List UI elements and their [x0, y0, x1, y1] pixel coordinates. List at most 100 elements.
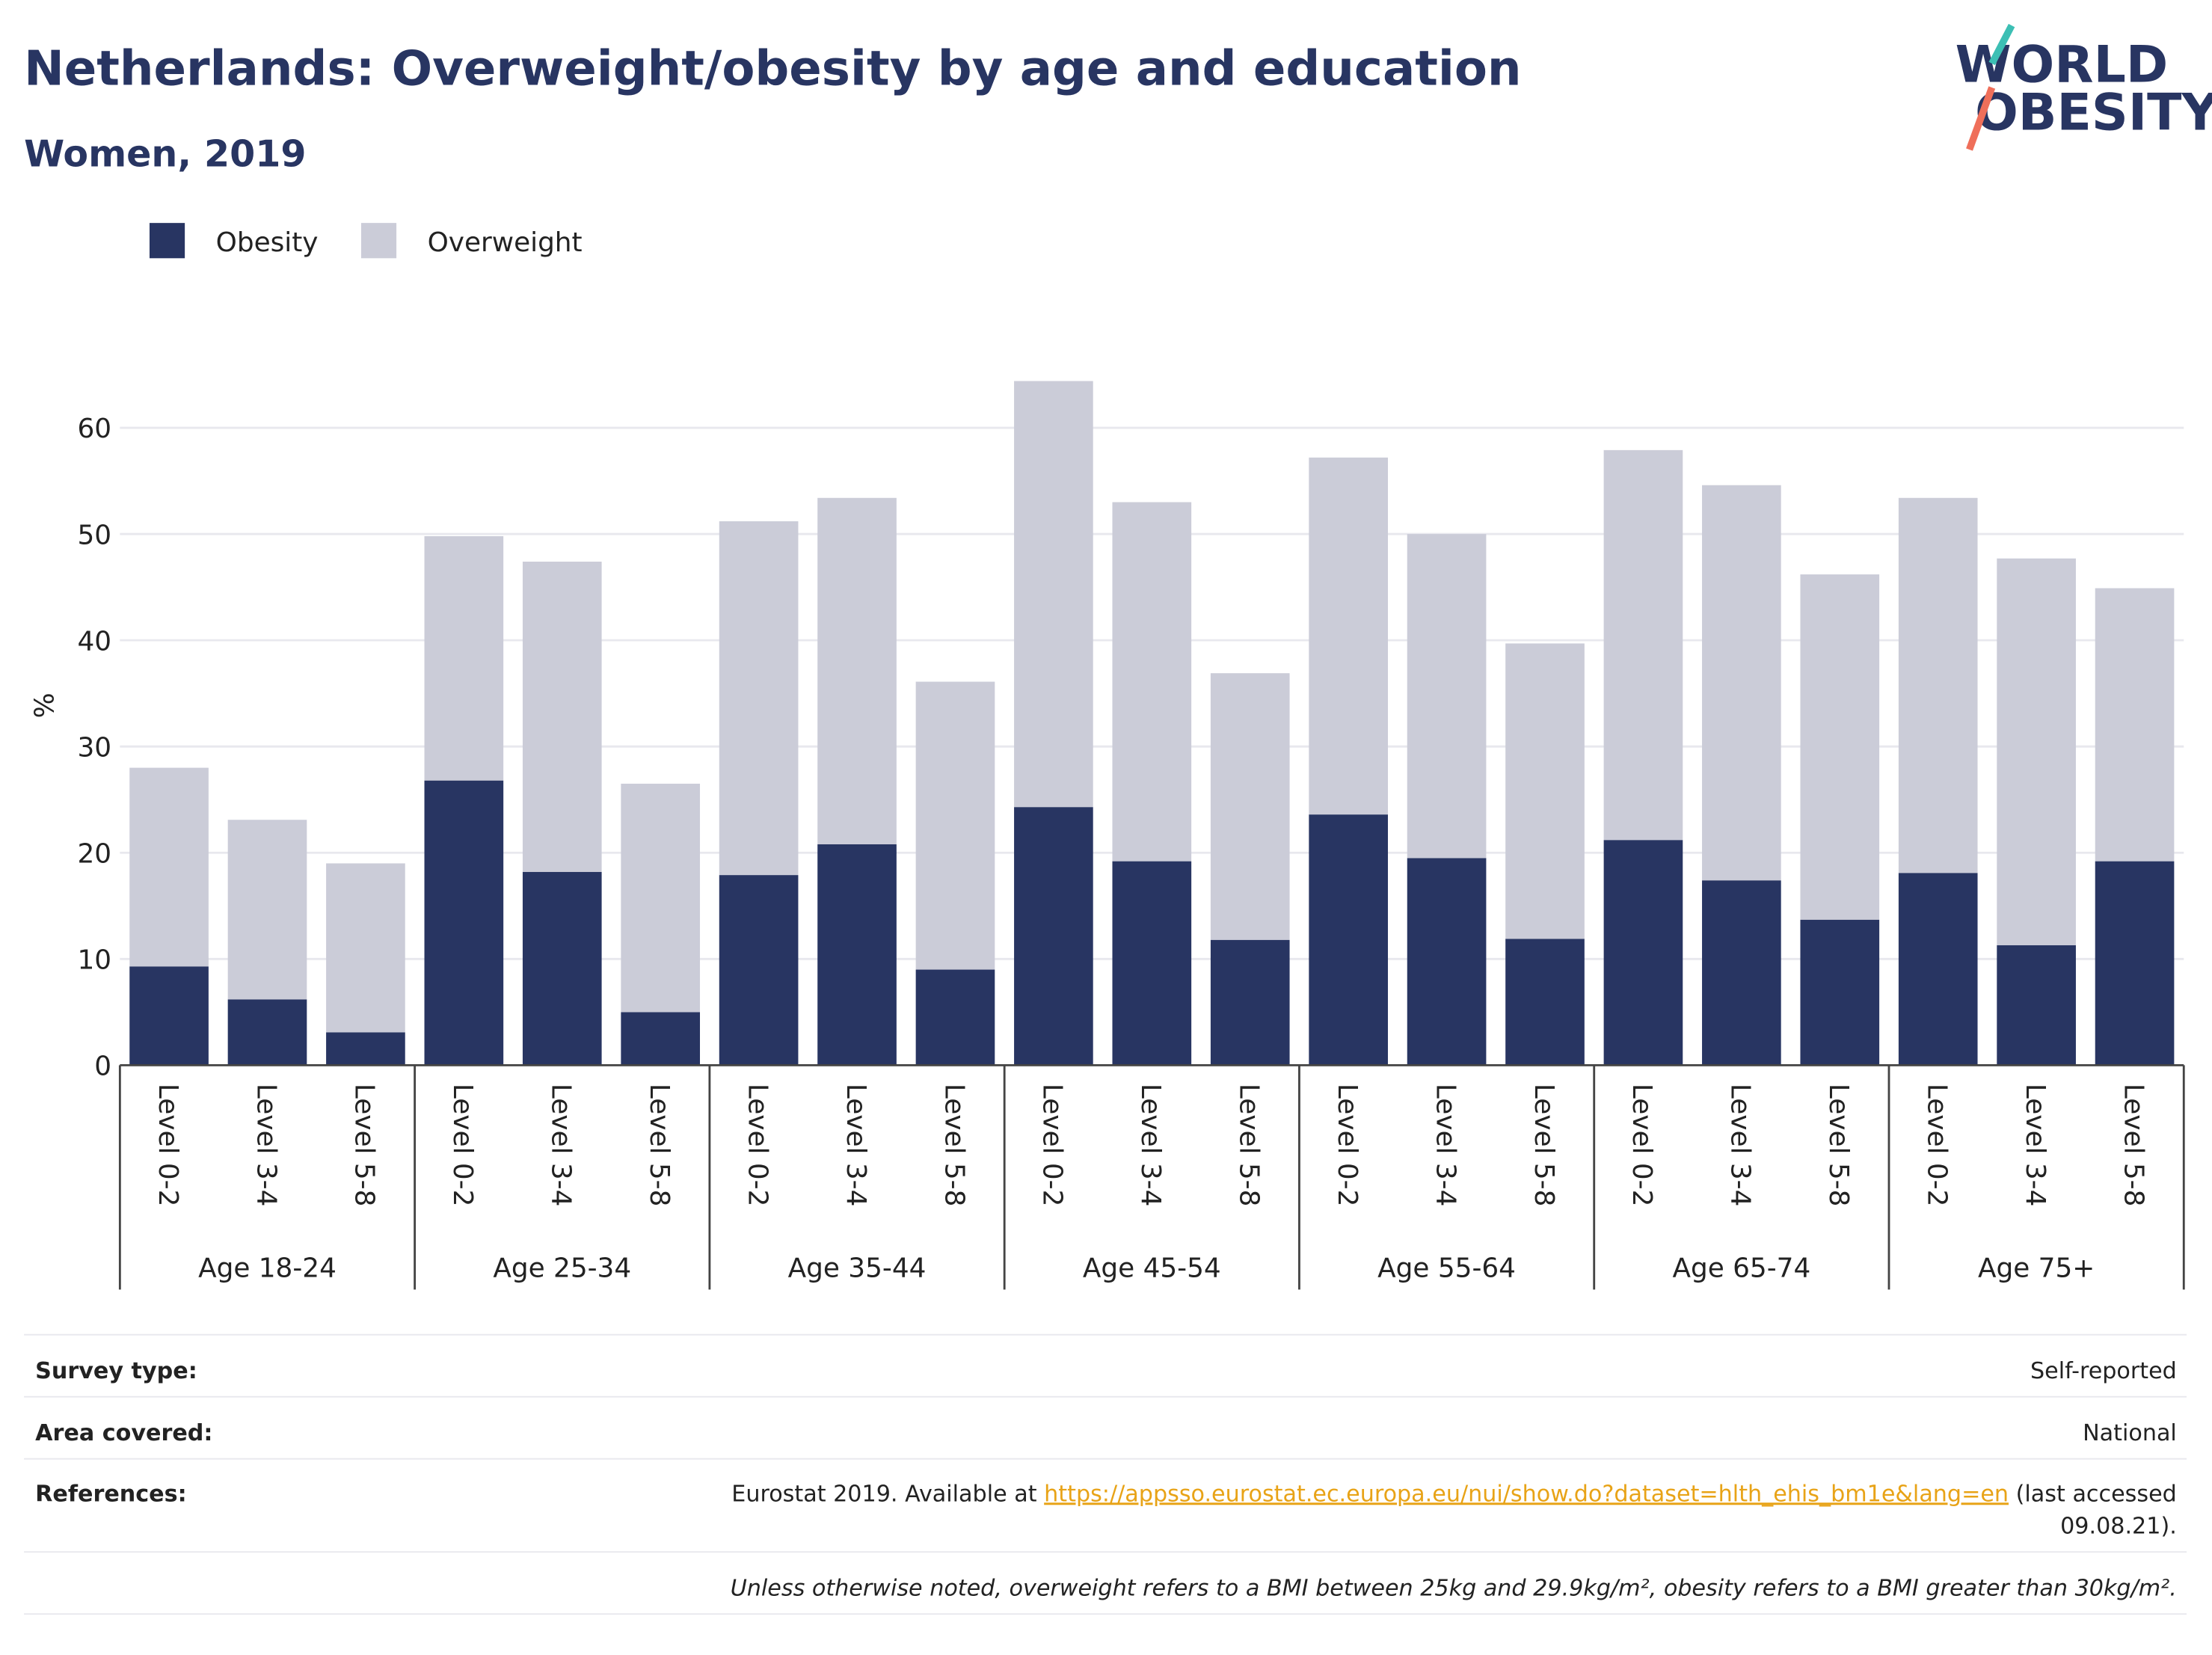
bar-segment	[1112, 861, 1192, 1066]
bar-segment	[1210, 673, 1290, 940]
x-tick-label: Level 0-2	[1922, 1084, 1953, 1206]
bar-segment	[719, 521, 799, 876]
legend-label: Obesity	[216, 227, 319, 258]
bar-segment	[326, 1032, 405, 1066]
row-label: Survey type:	[35, 1358, 197, 1384]
logo-slash-top	[1988, 23, 2015, 66]
subtitle: Women, 2019	[24, 132, 306, 176]
bar-segment	[1997, 558, 2076, 945]
x-tick-label: Level 0-2	[1626, 1084, 1657, 1206]
footer: Survey type: Self-reported Area covered:…	[24, 1333, 2187, 1615]
bar-segment	[1997, 945, 2076, 1066]
bar-segment	[1898, 497, 1978, 873]
y-axis-label: %	[30, 693, 61, 718]
group-label: Age 35-44	[788, 1253, 927, 1283]
bar-segment	[1603, 840, 1683, 1066]
x-tick-label: Level 3-4	[1430, 1084, 1460, 1206]
bar-segment	[1505, 939, 1585, 1066]
row-value: National	[2083, 1420, 2177, 1446]
y-tick-label: 50	[77, 520, 111, 550]
bar-segment	[1210, 939, 1290, 1066]
bar-segment	[424, 535, 504, 781]
bar-segment	[1309, 814, 1388, 1066]
bar-segment	[424, 780, 504, 1066]
bar-segment	[1603, 449, 1683, 841]
bar-segment	[227, 999, 307, 1066]
x-tick-label: Level 5-8	[1234, 1084, 1265, 1206]
bar-segment	[1505, 643, 1585, 939]
x-tick-label: Level 5-8	[1823, 1084, 1854, 1206]
title: Netherlands: Overweight/obesity by age a…	[24, 40, 1521, 96]
reference-line: Eurostat 2019. Available at https://apps…	[731, 1481, 2177, 1507]
x-tick-label: Level 5-8	[349, 1084, 380, 1206]
x-tick-label: Level 3-4	[546, 1084, 577, 1206]
note: Unless otherwise noted, overweight refer…	[731, 1576, 2177, 1602]
x-tick-label: Level 0-2	[1037, 1084, 1068, 1206]
bar-segment	[915, 969, 995, 1066]
x-tick-label: Level 5-8	[1529, 1084, 1559, 1206]
x-tick-label: Level 3-4	[251, 1084, 281, 1206]
y-tick-label: 0	[94, 1051, 111, 1082]
bar-segment	[129, 767, 209, 967]
bar-segment	[1800, 919, 1880, 1066]
row-label: Area covered:	[35, 1420, 212, 1446]
x-tick-label: Level 3-4	[1135, 1084, 1166, 1206]
legend-swatch	[360, 223, 397, 259]
bar-segment	[227, 820, 307, 1000]
bar-segment	[1112, 502, 1192, 862]
group-label: Age 45-54	[1083, 1253, 1221, 1283]
x-tick-label: Level 5-8	[938, 1084, 969, 1206]
reference-line: 09.08.21).	[2060, 1514, 2177, 1540]
text: (last accessed	[2016, 1481, 2177, 1507]
logo-slash-bottom	[1966, 86, 1996, 151]
text: Eurostat 2019. Available at	[731, 1481, 1036, 1507]
link[interactable]: https://appsso.eurostat.ec.europa.eu/nui…	[1044, 1481, 2009, 1507]
bar-segment	[1014, 807, 1093, 1066]
bar-segment	[326, 863, 405, 1033]
y-tick-label: 60	[77, 414, 111, 444]
x-tick-label: Level 0-2	[447, 1084, 478, 1206]
y-tick-label: 30	[77, 732, 111, 763]
bar-segment	[817, 497, 897, 844]
bar-segment	[1898, 873, 1978, 1066]
x-tick-label: Level 3-4	[2020, 1084, 2050, 1206]
group-label: Age 25-34	[493, 1253, 631, 1283]
logo-top: WORLD	[1956, 35, 2169, 94]
bar-segment	[129, 966, 209, 1066]
group-label: Age 18-24	[198, 1253, 337, 1283]
bar-segment	[2095, 861, 2175, 1066]
bar-segment	[915, 681, 995, 970]
bar-segment	[621, 1012, 701, 1066]
y-tick-label: 10	[77, 945, 111, 976]
x-tick-label: Level 3-4	[1725, 1084, 1756, 1206]
group-label: Age 75+	[1978, 1253, 2095, 1283]
group-label: Age 65-74	[1672, 1253, 1810, 1283]
bar-segment	[1407, 534, 1487, 859]
bar-segment	[817, 844, 897, 1066]
x-tick-label: Level 0-2	[1332, 1084, 1362, 1206]
bar-segment	[522, 871, 602, 1066]
group-label: Age 55-64	[1377, 1253, 1516, 1283]
bar-segment	[2095, 588, 2175, 862]
x-tick-label: Level 0-2	[742, 1084, 772, 1206]
legend-swatch	[149, 223, 185, 259]
bar-segment	[719, 875, 799, 1066]
x-tick-label: Level 3-4	[841, 1084, 871, 1206]
bar-segment	[1702, 485, 1781, 881]
x-tick-label: Level 5-8	[2118, 1084, 2148, 1206]
logo-bottom: OBESITY	[1975, 84, 2212, 143]
legend-label: Overweight	[428, 227, 583, 258]
y-tick-label: 40	[77, 626, 111, 657]
bar-segment	[1407, 858, 1487, 1066]
y-tick-label: 20	[77, 838, 111, 869]
bar-segment	[1800, 574, 1880, 920]
x-tick-label: Level 5-8	[644, 1084, 675, 1206]
row-value: Self-reported	[2030, 1358, 2177, 1384]
bar-segment	[522, 562, 602, 872]
row-label: References:	[35, 1481, 186, 1507]
bar-segment	[1702, 880, 1781, 1066]
bar-segment	[1309, 457, 1388, 815]
x-tick-label: Level 0-2	[153, 1084, 183, 1206]
bar-segment	[621, 783, 701, 1013]
